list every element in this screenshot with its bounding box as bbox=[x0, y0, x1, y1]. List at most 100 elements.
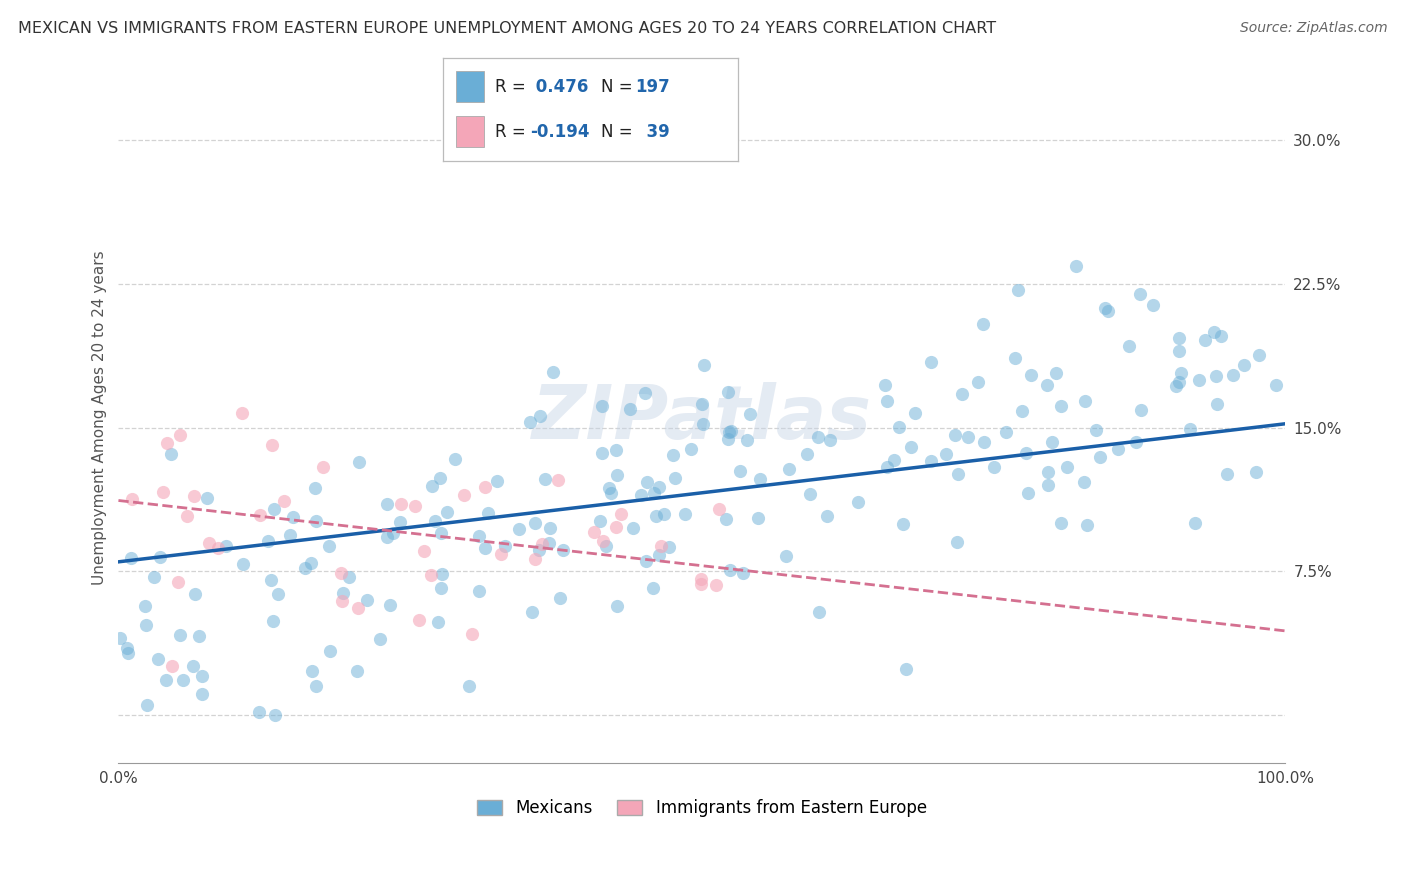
Point bbox=[273, 493, 295, 508]
Point bbox=[1036, 478, 1059, 492]
Point bbox=[848, 495, 870, 509]
Point bbox=[583, 524, 606, 539]
Point bbox=[294, 561, 316, 575]
Point bbox=[623, 520, 645, 534]
Point bbox=[176, 509, 198, 524]
Point bbox=[717, 384, 740, 399]
Point bbox=[943, 427, 966, 442]
Point bbox=[643, 485, 665, 500]
Point bbox=[247, 705, 270, 719]
Text: N =: N = bbox=[600, 123, 638, 141]
Point bbox=[519, 415, 541, 429]
Point bbox=[305, 679, 328, 693]
Point bbox=[430, 581, 453, 595]
Point bbox=[389, 515, 412, 529]
Point bbox=[391, 497, 413, 511]
Point bbox=[807, 606, 830, 620]
Point bbox=[1073, 475, 1095, 490]
Legend: Mexicans, Immigrants from Eastern Europe: Mexicans, Immigrants from Eastern Europe bbox=[470, 792, 934, 824]
Point bbox=[413, 543, 436, 558]
Point bbox=[408, 613, 430, 627]
Point bbox=[1088, 450, 1111, 464]
Point bbox=[197, 491, 219, 505]
Point bbox=[489, 547, 512, 561]
Point bbox=[658, 541, 681, 555]
Point bbox=[689, 572, 711, 586]
Point bbox=[1007, 283, 1029, 297]
Point bbox=[799, 486, 821, 500]
Point bbox=[973, 434, 995, 449]
Point bbox=[1205, 368, 1227, 383]
Point bbox=[152, 485, 174, 500]
Point bbox=[494, 539, 516, 553]
Point bbox=[972, 317, 994, 331]
Point bbox=[540, 521, 562, 535]
Point bbox=[453, 488, 475, 502]
Point bbox=[738, 407, 761, 421]
Point bbox=[427, 615, 450, 629]
Point bbox=[633, 385, 655, 400]
Point bbox=[534, 472, 557, 486]
Point bbox=[159, 447, 181, 461]
Point bbox=[474, 480, 496, 494]
Bar bbox=[456, 117, 484, 147]
Point bbox=[1222, 368, 1244, 382]
Point bbox=[457, 679, 479, 693]
Point bbox=[375, 530, 398, 544]
Point bbox=[1017, 486, 1039, 500]
Point bbox=[1168, 344, 1191, 359]
Point bbox=[956, 430, 979, 444]
Point bbox=[299, 556, 322, 570]
Point bbox=[796, 447, 818, 461]
Point bbox=[548, 591, 571, 605]
Point bbox=[606, 599, 628, 613]
Point bbox=[1019, 368, 1042, 382]
Point bbox=[807, 429, 830, 443]
Text: 197: 197 bbox=[636, 78, 669, 95]
Point bbox=[1118, 339, 1140, 353]
Point bbox=[267, 587, 290, 601]
Point bbox=[347, 601, 370, 615]
Point bbox=[155, 436, 177, 450]
Point bbox=[337, 569, 360, 583]
Text: R =: R = bbox=[495, 123, 530, 141]
Point bbox=[894, 663, 917, 677]
Point bbox=[541, 364, 564, 378]
Point bbox=[260, 573, 283, 587]
Point bbox=[1011, 404, 1033, 418]
Point bbox=[319, 644, 342, 658]
Point bbox=[1188, 373, 1211, 387]
Point bbox=[1094, 301, 1116, 316]
Point bbox=[547, 473, 569, 487]
Point bbox=[1036, 465, 1059, 479]
Point bbox=[142, 569, 165, 583]
Point bbox=[190, 687, 212, 701]
Point bbox=[1168, 331, 1191, 345]
Text: N =: N = bbox=[600, 78, 638, 95]
Point bbox=[461, 627, 484, 641]
Point bbox=[1050, 400, 1073, 414]
Point bbox=[301, 664, 323, 678]
Point bbox=[346, 665, 368, 679]
Point bbox=[1130, 402, 1153, 417]
Point bbox=[598, 481, 620, 495]
Point bbox=[198, 536, 221, 550]
Point bbox=[184, 587, 207, 601]
Point bbox=[591, 399, 613, 413]
Point bbox=[728, 464, 751, 478]
Point bbox=[1249, 348, 1271, 362]
Point bbox=[1202, 326, 1225, 340]
Point bbox=[257, 533, 280, 548]
Point bbox=[529, 542, 551, 557]
Point bbox=[775, 549, 797, 564]
Point bbox=[690, 577, 713, 591]
Point bbox=[904, 406, 927, 420]
Point bbox=[718, 563, 741, 577]
Point bbox=[249, 508, 271, 522]
Point bbox=[531, 537, 554, 551]
Point bbox=[304, 481, 326, 495]
Point bbox=[330, 593, 353, 607]
Point bbox=[263, 502, 285, 516]
Point bbox=[920, 453, 942, 467]
Point bbox=[1184, 516, 1206, 530]
